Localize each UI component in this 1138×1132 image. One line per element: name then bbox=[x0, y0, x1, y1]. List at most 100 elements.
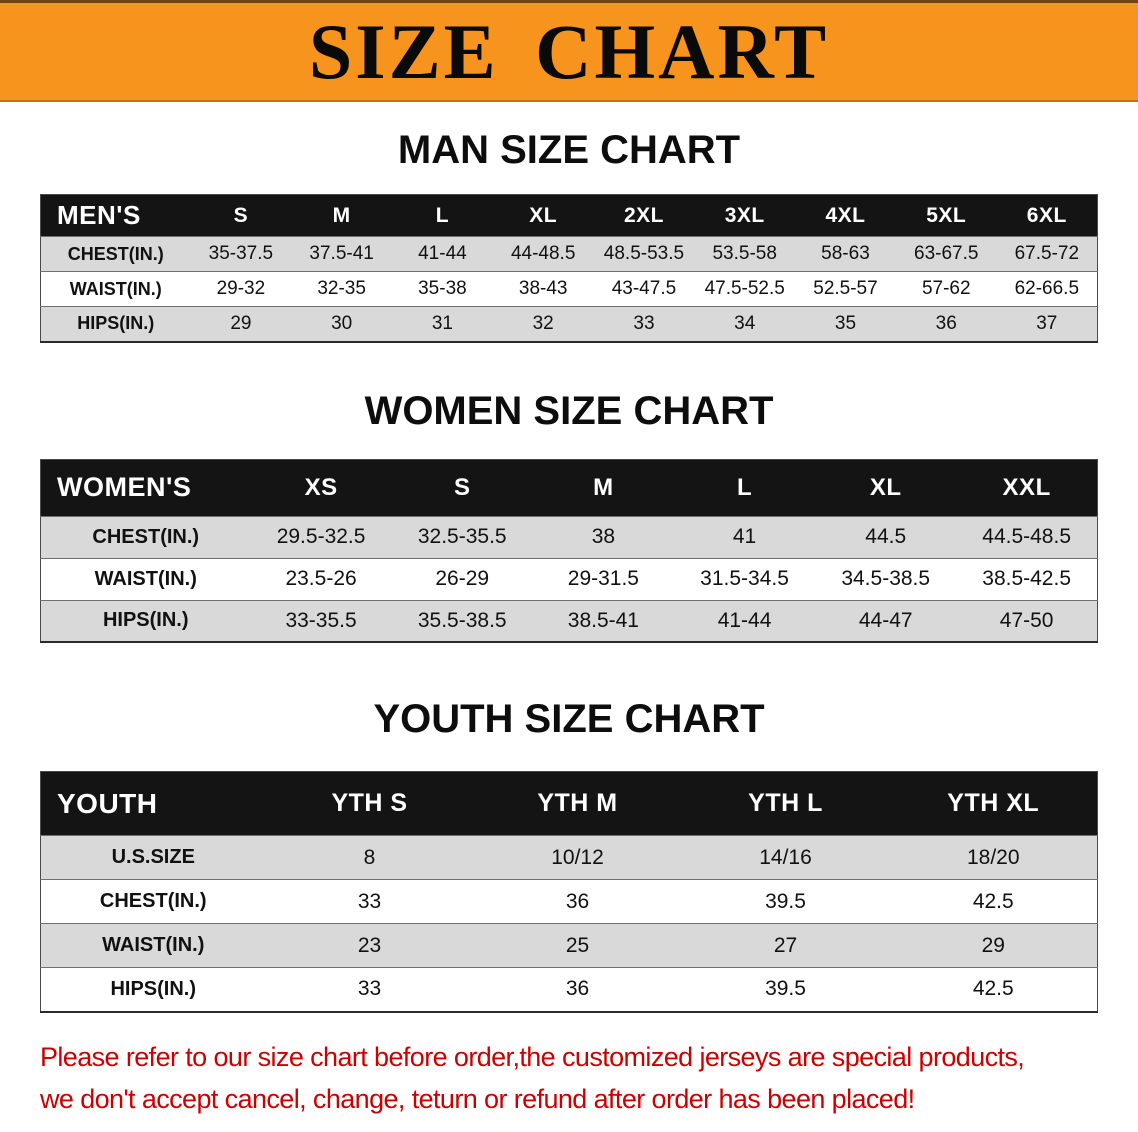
size-header-cell: M bbox=[332, 203, 351, 227]
table-row: WAIST(IN.) 23.5-26 26-29 29-31.5 31.5-34.5 34… bbox=[40, 558, 1098, 600]
size-value-cell: 29 bbox=[981, 933, 1005, 957]
size-value-cell: 53.5-58 bbox=[712, 243, 777, 264]
size-header-cell: XL bbox=[869, 473, 902, 501]
size-value-cell: 44.5 bbox=[865, 525, 907, 548]
row-label: CHEST(IN.) bbox=[99, 890, 207, 912]
table-row: HIPS(IN.) 33-35.5 35.5-38.5 38.5-41 41-44 44-… bbox=[40, 600, 1098, 642]
table-row: CHEST(IN.) 29.5-32.5 32.5-35.5 38 41 44.5 44.5… bbox=[40, 516, 1098, 558]
table-row: WAIST(IN.) 23 25 27 29 bbox=[40, 923, 1098, 968]
charts-area: MAN SIZE CHART MEN'S S M L XL 2XL 3XL 4XL 5XL 6XL… bbox=[0, 128, 1138, 1013]
page-title: SIZE CHART bbox=[308, 7, 830, 95]
size-header-cell: 5XL bbox=[926, 203, 967, 227]
youth-chart-heading: YOUTH SIZE CHART bbox=[373, 697, 765, 741]
size-value-cell: 37.5-41 bbox=[309, 243, 374, 264]
size-value-cell: 58-63 bbox=[821, 243, 870, 264]
row-label: U.S.SIZE bbox=[111, 846, 195, 868]
row-label: CHEST(IN.) bbox=[67, 243, 164, 264]
size-value-cell: 30 bbox=[331, 312, 353, 334]
women-size-section: WOMEN SIZE CHART WOMEN'S XS S M L XL XXL CHEST(… bbox=[0, 389, 1138, 643]
size-value-cell: 29-32 bbox=[216, 278, 266, 299]
size-value-cell: 38 bbox=[591, 525, 616, 548]
size-value-cell: 29-31.5 bbox=[567, 567, 639, 590]
size-value-cell: 35.5-38.5 bbox=[417, 608, 507, 632]
size-value-cell: 18/20 bbox=[966, 845, 1020, 869]
table-title-cell: MEN'S bbox=[57, 200, 141, 230]
size-value-cell: 38.5-42.5 bbox=[982, 567, 1072, 590]
size-value-cell: 32-35 bbox=[317, 278, 366, 299]
youth-size-table: YOUTH YTH S YTH M YTH L YTH XL U.S.SIZE 8 10/12… bbox=[40, 771, 1098, 1013]
notice-line-2: we don't accept cancel, change, teturn o… bbox=[40, 1084, 915, 1115]
size-value-cell: 41-44 bbox=[418, 243, 467, 264]
row-label: HIPS(IN.) bbox=[102, 609, 189, 632]
table-row: WAIST(IN.) 29-32 32-35 35-38 38-43 43-47.5 47.… bbox=[40, 271, 1098, 307]
size-value-cell: 38-43 bbox=[518, 278, 568, 299]
size-value-cell: 34 bbox=[734, 312, 756, 334]
size-header-cell: YTH M bbox=[537, 789, 618, 817]
women-size-table: WOMEN'S XS S M L XL XXL CHEST(IN.) 29.5-32.5 32.5… bbox=[40, 458, 1098, 643]
size-value-cell: 33-35.5 bbox=[285, 608, 357, 632]
row-label: WAIST(IN.) bbox=[102, 934, 205, 956]
size-value-cell: 36 bbox=[565, 977, 590, 1001]
table-title-cell: YOUTH bbox=[57, 787, 158, 819]
table-row: U.S.SIZE 8 10/12 14/16 18/20 bbox=[40, 835, 1098, 880]
size-value-cell: 62-66.5 bbox=[1014, 278, 1080, 299]
size-value-cell: 29.5-32.5 bbox=[276, 525, 366, 548]
size-value-cell: 43-47.5 bbox=[611, 278, 677, 299]
size-value-cell: 34.5-38.5 bbox=[841, 567, 931, 590]
size-header-cell: YTH XL bbox=[947, 789, 1040, 817]
row-label: WAIST(IN.) bbox=[69, 278, 162, 299]
size-value-cell: 47-50 bbox=[999, 608, 1054, 632]
table-row: CHEST(IN.) 33 36 39.5 42.5 bbox=[40, 879, 1098, 924]
size-value-cell: 37 bbox=[1036, 312, 1058, 334]
size-value-cell: 57-62 bbox=[921, 278, 971, 299]
size-value-cell: 10/12 bbox=[551, 845, 604, 869]
size-value-cell: 41 bbox=[732, 525, 757, 548]
size-value-cell: 35-38 bbox=[418, 278, 467, 299]
size-value-cell: 44.5-48.5 bbox=[982, 525, 1072, 548]
size-header-cell: YTH S bbox=[331, 789, 408, 817]
size-value-cell: 23 bbox=[357, 933, 382, 957]
table-header-row: WOMEN'S XS S M L XL XXL bbox=[40, 459, 1098, 516]
size-header-cell: 6XL bbox=[1026, 203, 1067, 227]
size-header-cell: 2XL bbox=[623, 203, 664, 227]
size-header-cell: XXL bbox=[1002, 473, 1051, 501]
size-value-cell: 36 bbox=[565, 889, 590, 913]
banner: SIZE CHART bbox=[0, 0, 1138, 102]
size-header-cell: 4XL bbox=[825, 203, 866, 227]
size-value-cell: 67.5-72 bbox=[1014, 243, 1080, 264]
order-notice: Please refer to our size chart before or… bbox=[40, 1041, 1098, 1118]
youth-size-section: YOUTH SIZE CHART YOUTH YTH S YTH M YTH L YTH… bbox=[0, 697, 1138, 1013]
men-size-table: MEN'S S M L XL 2XL 3XL 4XL 5XL 6XL CHEST(IN.) 35-37… bbox=[40, 194, 1098, 343]
size-value-cell: 33 bbox=[357, 977, 382, 1001]
size-value-cell: 48.5-53.5 bbox=[603, 243, 685, 264]
size-value-cell: 42.5 bbox=[972, 977, 1014, 1001]
size-header-cell: L bbox=[435, 203, 450, 227]
size-value-cell: 44-47 bbox=[858, 608, 913, 632]
size-value-cell: 41-44 bbox=[717, 608, 772, 632]
table-row: HIPS(IN.) 29 30 31 32 33 34 35 36 37 bbox=[40, 306, 1098, 342]
size-value-cell: 31.5-34.5 bbox=[700, 567, 789, 590]
size-value-cell: 32.5-35.5 bbox=[417, 525, 507, 548]
size-value-cell: 35-37.5 bbox=[208, 243, 274, 264]
size-value-cell: 35 bbox=[834, 312, 857, 334]
size-value-cell: 33 bbox=[633, 312, 655, 334]
size-value-cell: 39.5 bbox=[765, 889, 806, 913]
table-header-row: MEN'S S M L XL 2XL 3XL 4XL 5XL 6XL bbox=[40, 194, 1098, 237]
size-value-cell: 27 bbox=[773, 933, 798, 957]
size-value-cell: 42.5 bbox=[972, 889, 1014, 913]
size-value-cell: 29 bbox=[230, 312, 252, 334]
table-row: CHEST(IN.) 35-37.5 37.5-41 41-44 44-48.5 48.5… bbox=[40, 236, 1098, 272]
size-value-cell: 32 bbox=[532, 312, 554, 334]
row-label: WAIST(IN.) bbox=[94, 567, 197, 590]
size-value-cell: 39.5 bbox=[765, 977, 806, 1001]
size-header-cell: M bbox=[593, 473, 614, 501]
size-value-cell: 14/16 bbox=[759, 845, 812, 869]
table-row: HIPS(IN.) 33 36 39.5 42.5 bbox=[40, 967, 1098, 1012]
size-header-cell: 3XL bbox=[724, 203, 765, 227]
size-header-cell: S bbox=[233, 203, 249, 227]
size-header-cell: XL bbox=[529, 203, 558, 227]
size-value-cell: 33 bbox=[357, 889, 382, 913]
size-value-cell: 47.5-52.5 bbox=[704, 278, 785, 299]
table-header-row: YOUTH YTH S YTH M YTH L YTH XL bbox=[40, 771, 1098, 836]
